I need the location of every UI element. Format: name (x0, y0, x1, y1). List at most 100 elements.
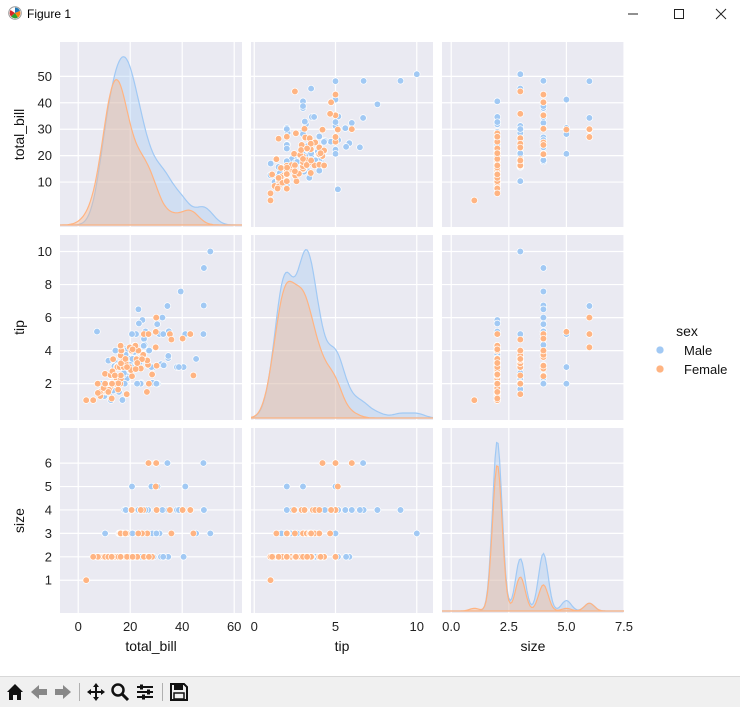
scatter-point-female (291, 87, 299, 96)
back-button[interactable] (28, 681, 50, 703)
scatter-point-female (121, 529, 130, 538)
scatter-point-female (283, 553, 291, 561)
scatter-point-female (273, 184, 282, 193)
scatter-point-male (331, 77, 340, 85)
window-title: Figure 1 (27, 7, 72, 21)
scatter-point-female (585, 313, 594, 322)
save-button[interactable] (168, 681, 190, 703)
scatter-point-female (144, 459, 153, 467)
zoom-button[interactable] (109, 681, 131, 703)
y-tick-label: 6 (45, 310, 52, 325)
scatter-point-female (121, 355, 130, 363)
x-tick-label: 0.0 (442, 619, 460, 634)
subplot-background (60, 42, 242, 227)
y-axis-label-tip: tip (11, 320, 27, 335)
scatter-total_bill-vs-size (470, 70, 594, 205)
scatter-point-female (539, 334, 548, 343)
scatter-point-female (300, 125, 309, 133)
navigation-toolbar (0, 676, 740, 707)
y-tick-label: 4 (45, 502, 52, 517)
scatter-point-male (192, 355, 200, 363)
scatter-point-female (562, 328, 571, 336)
scatter-point-female (303, 161, 311, 169)
scatter-point-female (266, 189, 275, 197)
x-tick-label: 2.5 (500, 619, 518, 634)
minimize-button[interactable] (610, 0, 656, 28)
scatter-point-female (283, 529, 291, 538)
scatter-point-female (307, 529, 315, 538)
configure-subplots-button[interactable] (134, 681, 156, 703)
kde-diagonal-tip (251, 249, 433, 419)
x-axis-label-tip: tip (335, 638, 350, 654)
x-tick-label: 5 (332, 619, 339, 634)
scatter-point-male (539, 264, 548, 272)
scatter-point-female (277, 164, 285, 172)
scatter-point-female (493, 133, 501, 141)
scatter-point-male (267, 159, 275, 168)
subplot-total_bill-vs-tip (251, 42, 433, 227)
zoom-icon (111, 683, 130, 702)
scatter-point-female (334, 482, 342, 491)
y-tick-label: 40 (38, 95, 52, 110)
scatter-point-male (413, 529, 421, 538)
scatter-point-female (152, 482, 160, 491)
back-icon (31, 685, 47, 699)
maximize-button[interactable] (656, 0, 702, 28)
home-button[interactable] (4, 681, 26, 703)
subplot-background (442, 235, 624, 420)
scatter-point-male (164, 352, 172, 360)
scatter-point-female (327, 506, 335, 514)
scatter-point-male (283, 482, 291, 491)
scatter-point-female (109, 355, 117, 363)
legend-title: sex (676, 323, 698, 339)
subplot-background (251, 428, 433, 613)
subplot-size-vs-tip (251, 428, 433, 613)
scatter-point-female (186, 330, 194, 338)
scatter-point-male (134, 305, 143, 313)
scatter-point-male (200, 506, 208, 514)
scatter-point-female (128, 553, 137, 561)
scatter-point-female (316, 553, 325, 561)
scatter-point-male (413, 70, 421, 78)
y-tick-label: 2 (45, 549, 52, 564)
forward-button[interactable] (52, 681, 74, 703)
scatter-point-female (493, 388, 501, 396)
subplot-background (251, 42, 433, 227)
scatter-point-female (274, 553, 283, 561)
x-tick-label: 5.0 (557, 619, 575, 634)
scatter-point-female (516, 143, 524, 152)
scatter-point-male (585, 77, 594, 85)
legend-marker-male (655, 345, 665, 355)
forward-icon (55, 685, 71, 699)
scatter-point-female (108, 380, 116, 388)
pan-button[interactable] (85, 681, 107, 703)
scatter-point-female (585, 343, 594, 351)
scatter-point-male (152, 380, 161, 388)
scatter-point-male (562, 363, 571, 371)
scatter-point-female (539, 141, 548, 149)
scatter-point-male (516, 247, 524, 256)
scatter-point-male (539, 305, 548, 313)
scatter-point-female (127, 506, 136, 514)
scatter-point-female (307, 156, 315, 165)
scatter-point-female (189, 529, 198, 538)
scatter-point-female (128, 372, 136, 380)
scatter-point-female (290, 150, 298, 158)
scatter-point-female (89, 396, 97, 404)
scatter-point-male (199, 459, 208, 467)
scatter-point-male (585, 114, 594, 122)
scatter-point-female (516, 371, 524, 380)
scatter-point-female (274, 135, 283, 143)
scatter-point-male (396, 77, 405, 85)
scatter-point-female (516, 355, 524, 363)
scatter-point-female (152, 459, 160, 467)
toolbar-separator (79, 683, 80, 701)
pairplot-figure[interactable]: 1020304050total_bill246810tip123456size0… (0, 28, 740, 676)
scatter-point-female (318, 126, 327, 134)
scatter-point-female (493, 359, 501, 367)
close-button[interactable] (698, 0, 740, 28)
scatter-point-female (123, 363, 131, 371)
scatter-point-male (493, 97, 501, 105)
scatter-point-female (166, 506, 174, 514)
scatter-point-female (186, 506, 194, 514)
